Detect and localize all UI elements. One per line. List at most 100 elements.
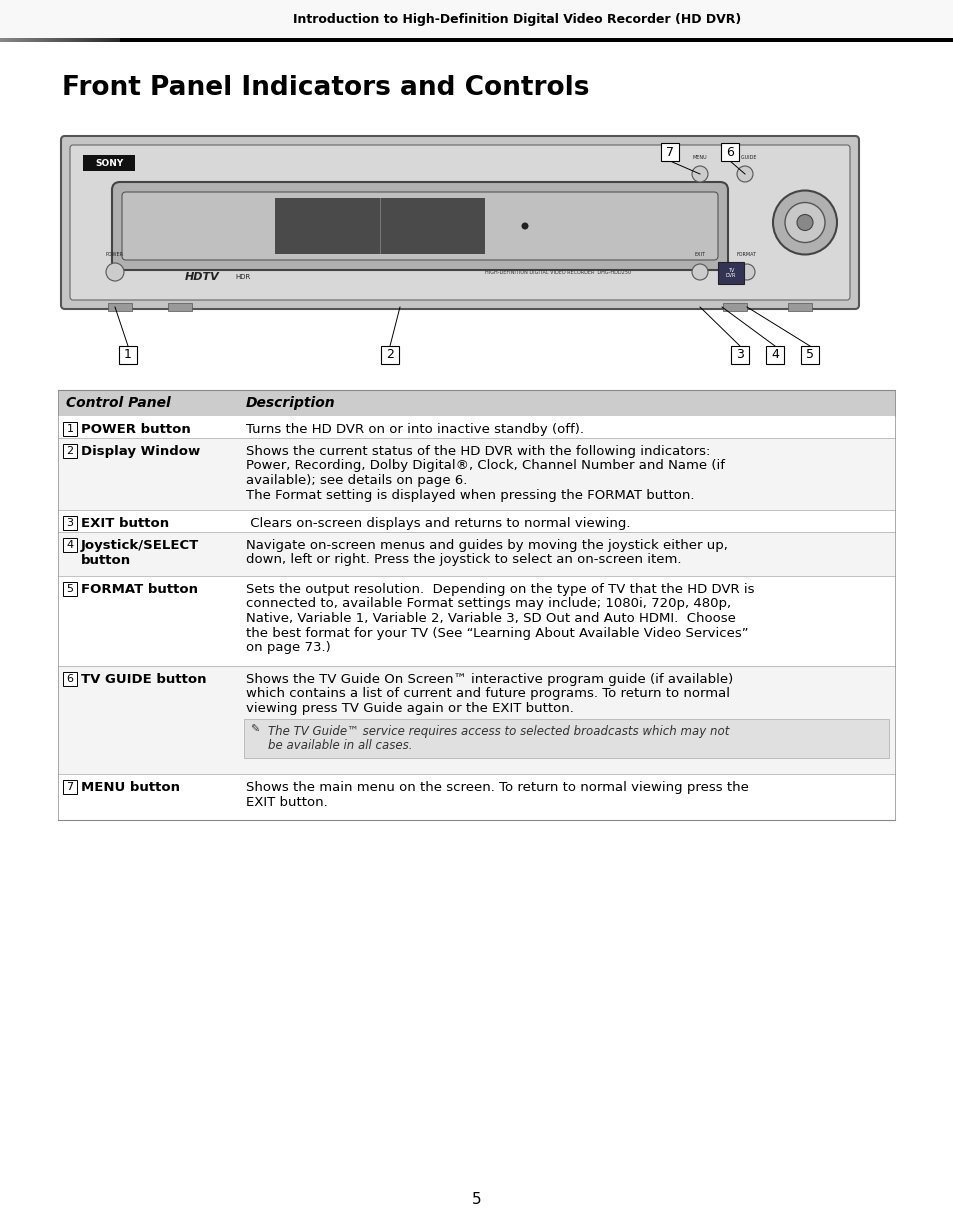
Bar: [63, 672, 77, 686]
Bar: [0, 38, 953, 42]
Text: MENU button: MENU button: [81, 782, 180, 794]
Text: 1: 1: [124, 348, 132, 362]
Bar: [98, 38, 99, 42]
Text: available); see details on page 6.: available); see details on page 6.: [246, 474, 467, 487]
Text: Introduction to High-Definition Digital Video Recorder (HD DVR): Introduction to High-Definition Digital …: [293, 13, 740, 27]
Bar: [112, 38, 113, 42]
Bar: [168, 303, 192, 310]
Bar: [34, 38, 35, 42]
Bar: [81, 38, 82, 42]
Text: Joystick/SELECT: Joystick/SELECT: [81, 539, 199, 552]
Text: Front Panel Indicators and Controls: Front Panel Indicators and Controls: [62, 75, 589, 101]
Bar: [116, 38, 117, 42]
Bar: [4, 38, 5, 42]
Text: HDTV: HDTV: [185, 272, 219, 282]
Circle shape: [521, 222, 528, 229]
Bar: [63, 444, 77, 458]
Text: which contains a list of current and future programs. To return to normal: which contains a list of current and fut…: [246, 687, 729, 701]
Bar: [49, 38, 50, 42]
Bar: [58, 38, 59, 42]
Text: Native, Variable 1, Variable 2, Variable 3, SD Out and Auto HDMI.  Choose: Native, Variable 1, Variable 2, Variable…: [246, 612, 735, 625]
Bar: [75, 38, 76, 42]
Text: The TV Guide™ service requires access to selected broadcasts which may not: The TV Guide™ service requires access to…: [268, 724, 729, 737]
Bar: [30, 38, 32, 42]
Circle shape: [784, 202, 824, 243]
Bar: [18, 38, 19, 42]
Text: SONY: SONY: [94, 158, 123, 168]
Bar: [91, 38, 92, 42]
Text: TV GUIDE button: TV GUIDE button: [81, 672, 206, 686]
Bar: [70, 38, 71, 42]
Bar: [44, 38, 45, 42]
Text: Control Panel: Control Panel: [66, 396, 171, 410]
Bar: [107, 38, 108, 42]
Text: 3: 3: [736, 348, 743, 362]
Bar: [35, 38, 36, 42]
Bar: [63, 422, 77, 436]
Text: Clears on-screen displays and returns to normal viewing.: Clears on-screen displays and returns to…: [246, 517, 630, 530]
Bar: [720, 144, 739, 161]
Bar: [79, 38, 80, 42]
Bar: [66, 38, 67, 42]
Bar: [3, 38, 4, 42]
Text: 5: 5: [472, 1193, 481, 1207]
Bar: [45, 38, 46, 42]
Bar: [115, 38, 116, 42]
Bar: [24, 38, 25, 42]
Bar: [104, 38, 105, 42]
Text: POWER: POWER: [106, 252, 124, 256]
Bar: [77, 38, 78, 42]
Bar: [27, 38, 28, 42]
Bar: [83, 155, 135, 171]
Bar: [117, 38, 118, 42]
Text: 4: 4: [67, 540, 73, 550]
Text: 1: 1: [67, 425, 73, 434]
Bar: [58, 533, 894, 575]
Bar: [101, 38, 102, 42]
Text: connected to, available Format settings may include; 1080i, 720p, 480p,: connected to, available Format settings …: [246, 598, 730, 611]
Bar: [14, 38, 15, 42]
Bar: [43, 38, 44, 42]
Text: EXIT button.: EXIT button.: [246, 795, 328, 809]
Bar: [69, 38, 70, 42]
Text: The Format setting is displayed when pressing the FORMAT button.: The Format setting is displayed when pre…: [246, 488, 694, 502]
FancyBboxPatch shape: [70, 145, 849, 299]
Bar: [58, 416, 894, 438]
Circle shape: [691, 166, 707, 182]
Bar: [26, 38, 27, 42]
Bar: [94, 38, 95, 42]
Bar: [765, 346, 783, 364]
Bar: [62, 38, 63, 42]
Bar: [96, 38, 97, 42]
FancyBboxPatch shape: [61, 136, 858, 309]
Bar: [39, 38, 40, 42]
Bar: [57, 38, 58, 42]
Text: 2: 2: [67, 445, 73, 456]
Bar: [48, 38, 49, 42]
Bar: [59, 38, 60, 42]
Circle shape: [106, 263, 124, 281]
Bar: [50, 38, 51, 42]
Bar: [97, 38, 98, 42]
Text: FORMAT: FORMAT: [736, 252, 757, 256]
Bar: [46, 38, 47, 42]
Bar: [119, 346, 137, 364]
Bar: [660, 144, 679, 161]
Bar: [20, 38, 21, 42]
Bar: [23, 38, 24, 42]
Bar: [68, 38, 69, 42]
Bar: [88, 38, 89, 42]
Bar: [9, 38, 10, 42]
Bar: [8, 38, 9, 42]
Bar: [71, 38, 73, 42]
Bar: [32, 38, 33, 42]
Text: Navigate on-screen menus and guides by moving the joystick either up,: Navigate on-screen menus and guides by m…: [246, 539, 727, 552]
Bar: [103, 38, 104, 42]
Bar: [5, 38, 6, 42]
Bar: [801, 346, 818, 364]
Bar: [63, 537, 77, 552]
Bar: [58, 390, 894, 416]
Bar: [16, 38, 17, 42]
Bar: [92, 38, 94, 42]
Text: on page 73.): on page 73.): [246, 640, 331, 654]
